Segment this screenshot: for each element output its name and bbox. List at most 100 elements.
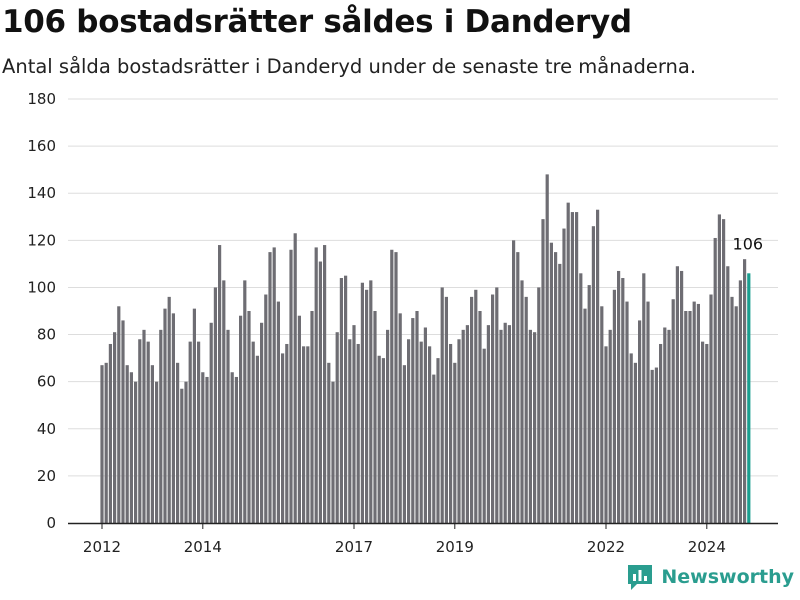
- bar: [667, 329, 671, 523]
- bar: [255, 355, 259, 523]
- bar: [108, 343, 112, 523]
- y-tick-label: 120: [27, 231, 56, 249]
- bar: [192, 308, 196, 523]
- bar: [171, 313, 175, 523]
- bar: [554, 252, 558, 523]
- x-tick-label: 2017: [335, 538, 373, 556]
- bar: [549, 242, 553, 523]
- bar: [583, 308, 587, 523]
- bar: [163, 308, 167, 523]
- bar: [264, 294, 268, 523]
- bar: [713, 237, 717, 523]
- bar: [436, 358, 440, 523]
- bar: [335, 332, 339, 523]
- y-tick-label: 180: [27, 90, 56, 108]
- bar: [348, 339, 352, 523]
- bar: [675, 266, 679, 523]
- bar: [365, 289, 369, 523]
- bar: [398, 313, 402, 523]
- bar: [566, 202, 570, 523]
- bar: [625, 301, 629, 523]
- bar: [356, 343, 360, 523]
- annotations: 106: [733, 234, 764, 253]
- brand-logo: Newsworthy: [625, 562, 794, 592]
- bar: [289, 249, 293, 523]
- bar: [394, 252, 398, 523]
- bar: [272, 247, 276, 523]
- y-tick-label: 80: [37, 326, 56, 344]
- bar: [738, 280, 742, 523]
- bar: [180, 388, 184, 523]
- bar: [516, 252, 520, 523]
- bar: [633, 362, 637, 523]
- bar: [344, 275, 348, 523]
- bar: [390, 249, 394, 523]
- bar: [621, 278, 625, 523]
- bar: [323, 245, 327, 524]
- bar: [205, 376, 209, 523]
- y-tick-label: 100: [27, 278, 56, 296]
- bar: [440, 287, 444, 523]
- chart-subtitle: Antal sålda bostadsrätter i Danderyd und…: [2, 55, 697, 78]
- bar: [415, 311, 419, 523]
- bar: [381, 358, 385, 523]
- y-axis-labels: 0 20 40 60 80 100 120 140 160 180: [27, 90, 56, 532]
- y-tick-label: 60: [37, 373, 56, 391]
- bar: [428, 346, 432, 523]
- bar: [302, 346, 306, 523]
- bar: [407, 339, 411, 523]
- y-tick-label: 0: [46, 514, 56, 532]
- x-tick-label: 2024: [688, 538, 726, 556]
- x-axis: 2012 2014 2017 2019 2022 2024: [68, 522, 778, 556]
- bar: [121, 320, 125, 523]
- bar: [461, 329, 465, 523]
- bar: [734, 306, 738, 523]
- bar: [285, 343, 289, 523]
- bar: [684, 311, 688, 523]
- bar: [146, 341, 150, 523]
- bar: [213, 287, 217, 523]
- bar: [491, 294, 495, 523]
- bar: [591, 226, 595, 523]
- bar: [197, 341, 201, 523]
- bar: [222, 280, 226, 523]
- bar: [100, 365, 104, 523]
- bar: [558, 263, 562, 523]
- bar: [524, 296, 528, 523]
- bar: [369, 280, 373, 523]
- bar: [642, 273, 646, 523]
- bar: [453, 362, 457, 523]
- bar: [575, 212, 579, 524]
- bar: [117, 306, 121, 523]
- bar: [423, 327, 427, 523]
- bar: [306, 346, 310, 523]
- bars: [100, 174, 751, 524]
- newsworthy-logo-icon: [628, 565, 653, 590]
- bar: [520, 280, 524, 523]
- bar: [352, 325, 356, 523]
- bar: [318, 261, 322, 523]
- bar: [709, 294, 713, 523]
- bar: [629, 353, 633, 523]
- bar: [608, 329, 612, 523]
- bar: [579, 273, 583, 523]
- bar: [134, 381, 138, 523]
- bar: [167, 296, 171, 523]
- bar: [507, 325, 511, 523]
- bar: [692, 301, 696, 523]
- bar: [155, 381, 159, 523]
- bar: [587, 285, 591, 523]
- bar: [650, 369, 654, 523]
- bar: [503, 322, 507, 523]
- bar: [260, 322, 264, 523]
- bar: [449, 343, 453, 523]
- bar: [541, 219, 545, 523]
- bar: [680, 270, 684, 523]
- bar: [230, 372, 234, 523]
- bar: [138, 339, 142, 523]
- bar: [268, 252, 272, 523]
- bar: [474, 289, 478, 523]
- bar: [612, 289, 616, 523]
- bar: [604, 346, 608, 523]
- bar: [617, 270, 621, 523]
